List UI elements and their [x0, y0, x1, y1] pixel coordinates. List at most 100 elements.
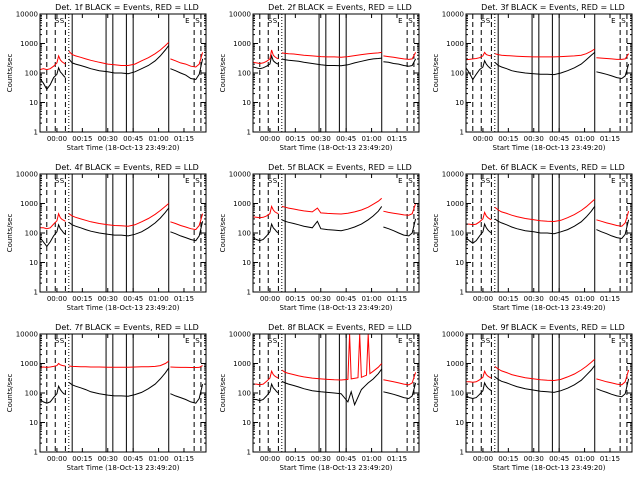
series-line-events: [40, 66, 66, 91]
series-line-lld: [68, 41, 170, 66]
chart-panel-1: S S E S00:00 00:15 00:30 00:45 01:00 01:15110100…: [6, 3, 207, 152]
plot-frame: [465, 13, 633, 133]
series-line-lld: [40, 54, 66, 71]
x-tick-label: 01:15: [600, 135, 620, 143]
series-line-events: [596, 63, 630, 80]
series-line-events: [596, 219, 630, 240]
x-tick-label: 00:00: [473, 295, 493, 303]
y-tick-label: 10000: [442, 11, 464, 19]
series-line-lld: [383, 372, 417, 386]
series-line-events: [596, 378, 630, 398]
x-tick-label: 00:00: [260, 135, 280, 143]
y-tick-label: 100: [451, 70, 464, 78]
marker-label: S: [273, 337, 278, 345]
y-tick-label: 10: [455, 419, 464, 427]
y-axis-label: Counts/sec: [432, 374, 440, 413]
series-line-events: [68, 367, 170, 397]
x-tick-label: 01:00: [574, 295, 594, 303]
x-tick-label: 00:45: [123, 135, 143, 143]
x-tick-label: 01:00: [148, 295, 168, 303]
series-line-lld: [281, 334, 383, 381]
series-line-events: [383, 218, 417, 237]
series-line-lld: [494, 48, 595, 58]
y-tick-label: 100: [25, 390, 38, 398]
x-tick-label: 00:30: [98, 455, 118, 463]
marker-label: E: [398, 17, 402, 25]
y-tick-label: 10: [29, 259, 38, 267]
series-line-events: [253, 54, 279, 70]
x-tick-label: 00:30: [98, 135, 118, 143]
series-line-events: [281, 206, 383, 232]
y-tick-label: 10000: [229, 11, 251, 19]
marker-label: S: [195, 337, 200, 345]
marker-label: S: [273, 17, 278, 25]
x-tick-label: 01:15: [600, 295, 620, 303]
marker-label: S: [60, 17, 65, 25]
x-tick-label: 00:30: [524, 295, 544, 303]
x-tick-label: 00:15: [285, 295, 305, 303]
panel-title: Det. 1f BLACK = Events, RED = LLD: [55, 3, 199, 12]
x-tick-label: 01:00: [574, 455, 594, 463]
series-line-lld: [383, 52, 417, 60]
y-tick-label: 10: [455, 99, 464, 107]
y-tick-label: 1: [460, 449, 464, 457]
series-line-events: [40, 223, 66, 248]
series-line-lld: [40, 212, 66, 230]
y-axis-label: Counts/sec: [6, 214, 14, 253]
plot-area: [253, 174, 417, 292]
marker-label: E: [398, 337, 402, 345]
x-tick-label: 00:15: [285, 455, 305, 463]
y-tick-label: 1000: [233, 200, 251, 208]
x-tick-label: 00:45: [549, 135, 569, 143]
x-tick-label: 01:15: [387, 135, 407, 143]
series-line-events: [466, 59, 492, 81]
plot-area: [466, 174, 630, 292]
y-tick-label: 1: [34, 449, 38, 457]
x-tick-label: 00:45: [336, 455, 356, 463]
marker-label: E: [611, 337, 615, 345]
y-tick-label: 100: [238, 230, 251, 238]
y-tick-label: 100: [451, 230, 464, 238]
series-line-events: [68, 207, 170, 237]
marker-label: S: [486, 17, 491, 25]
marker-label: S: [621, 177, 626, 185]
x-tick-label: 00:30: [311, 295, 331, 303]
chart-panel-4: S S E S00:00 00:15 00:30 00:45 01:00 01:15110100…: [6, 163, 207, 312]
chart-panel-8: S S E S00:00 00:15 00:30 00:45 01:00 01:15110100…: [219, 323, 420, 472]
x-tick-label: 00:15: [72, 295, 92, 303]
panel-title: Det. 6f BLACK = Events, RED = LLD: [481, 163, 625, 172]
series-line-lld: [596, 53, 630, 60]
x-tick-label: 00:30: [311, 455, 331, 463]
marker-label: S: [268, 177, 273, 185]
series-line-lld: [494, 198, 596, 223]
x-axis-label: Start Time (18-Oct-13 23:49:20): [493, 464, 606, 472]
series-line-events: [494, 365, 596, 393]
y-axis-label: Counts/sec: [6, 54, 14, 93]
y-tick-label: 1: [34, 129, 38, 137]
marker-label: E: [185, 337, 189, 345]
plot-area: [466, 334, 630, 452]
plot-area: [253, 334, 417, 452]
series-line-events: [383, 58, 417, 67]
series-line-events: [281, 368, 383, 407]
series-line-events: [253, 382, 279, 402]
x-tick-label: 01:15: [387, 455, 407, 463]
y-axis-label: Counts/sec: [6, 374, 14, 413]
marker-label: E: [611, 177, 615, 185]
x-tick-label: 00:45: [123, 455, 143, 463]
series-line-lld: [68, 203, 170, 227]
y-tick-label: 10: [29, 99, 38, 107]
x-tick-label: 01:15: [174, 455, 194, 463]
x-tick-label: 01:00: [148, 135, 168, 143]
x-axis-label: Start Time (18-Oct-13 23:49:20): [67, 144, 180, 152]
series-line-lld: [281, 197, 383, 215]
y-tick-label: 10000: [229, 331, 251, 339]
series-line-events: [466, 381, 492, 400]
y-tick-label: 1: [247, 289, 251, 297]
series-line-lld: [466, 369, 492, 383]
y-axis-label: Counts/sec: [432, 214, 440, 253]
y-tick-label: 10: [242, 99, 251, 107]
chart-panel-2: S S E S00:00 00:15 00:30 00:45 01:00 01:15110100…: [219, 3, 420, 152]
x-axis-label: Start Time (18-Oct-13 23:49:20): [280, 144, 393, 152]
